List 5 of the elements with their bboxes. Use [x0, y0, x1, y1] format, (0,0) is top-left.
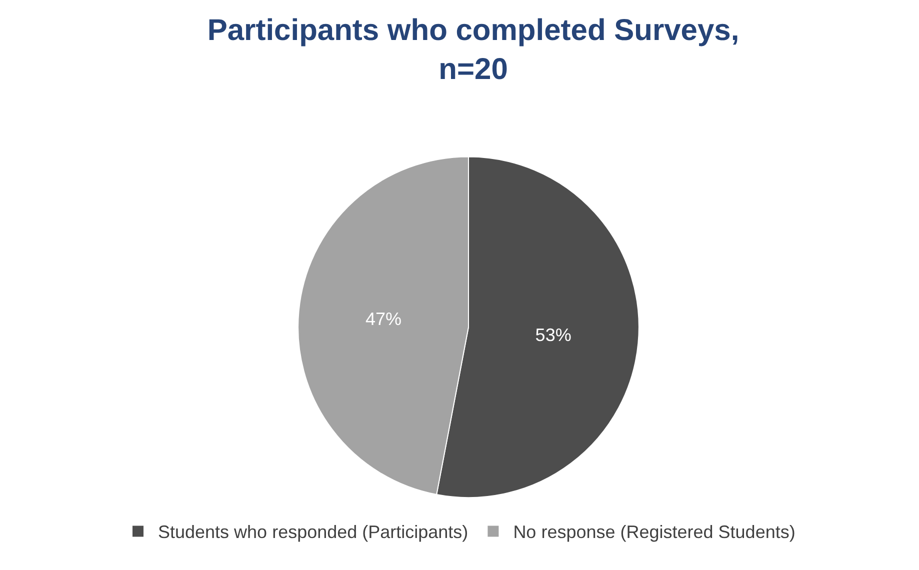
chart-title: Participants who completed Surveys, n=20 — [207, 14, 740, 86]
data-label: 53% — [535, 325, 572, 346]
legend-label: Students who responded (Participants) — [158, 522, 468, 542]
legend-label: No response (Registered Students) — [513, 522, 796, 542]
data-label: 47% — [365, 309, 402, 330]
